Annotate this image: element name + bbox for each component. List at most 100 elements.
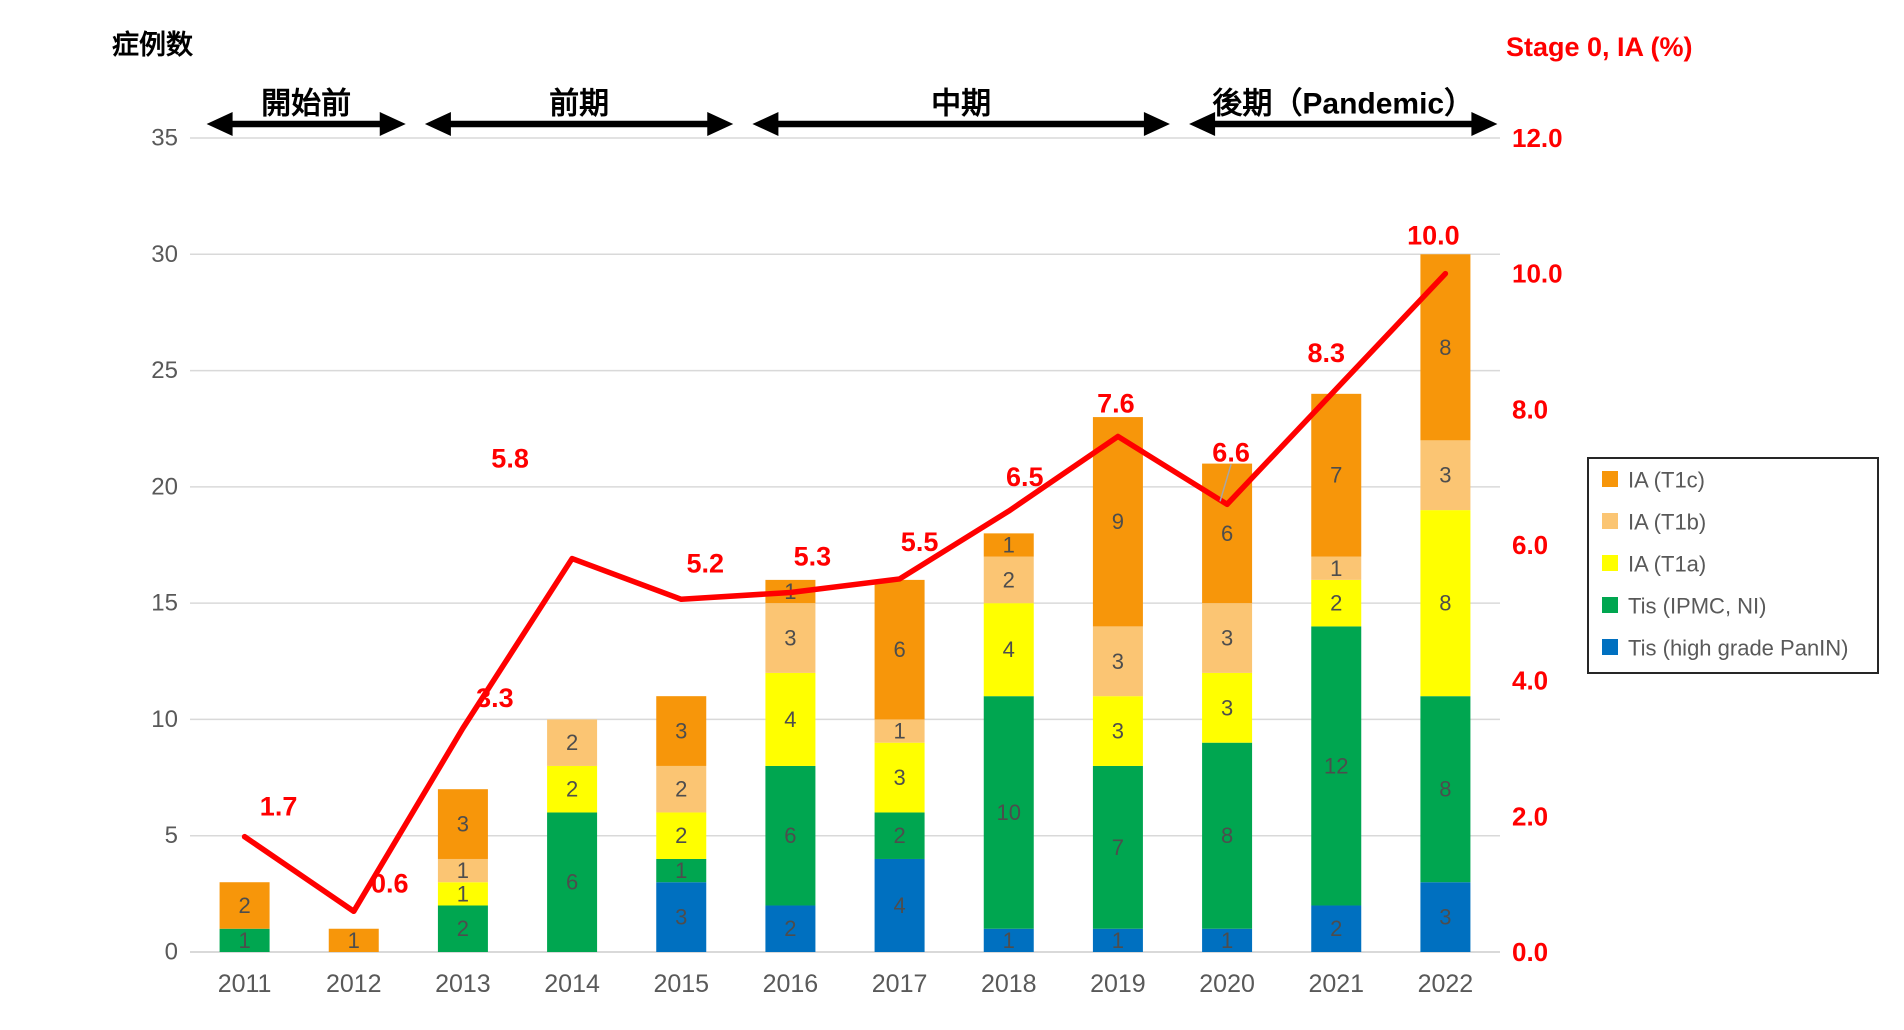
bar-segment — [656, 696, 707, 766]
line-value-label: 5.2 — [686, 548, 724, 578]
bar-segment-label: 1 — [675, 858, 687, 883]
period-arrow-head-right — [707, 112, 734, 136]
bar-segment-label: 1 — [457, 858, 469, 883]
bar-segment-label: 7 — [1112, 835, 1124, 860]
bar-segment — [983, 928, 1034, 952]
bar-segment — [219, 928, 270, 952]
bar-segment — [656, 858, 707, 883]
left-tick-label: 15 — [151, 590, 178, 617]
bar-segment — [1311, 626, 1362, 906]
bar-segment-label: 8 — [1439, 591, 1451, 616]
legend-swatch — [1602, 597, 1618, 613]
right-axis-title: Stage 0, IA (%) — [1506, 32, 1693, 62]
bar-segment — [765, 765, 816, 906]
bar-segment-label: 2 — [457, 916, 469, 941]
bar-segment — [765, 905, 816, 952]
bar-segment-label: 1 — [1003, 533, 1015, 558]
legend-swatch — [1602, 471, 1618, 487]
bar-segment-label: 1 — [893, 719, 905, 744]
label-leader-line — [1219, 464, 1232, 502]
bar-segment-label: 1 — [1330, 556, 1342, 581]
bar-segment-label: 2 — [675, 777, 687, 802]
bar-segment-label: 3 — [1221, 695, 1233, 720]
legend-swatch — [1602, 513, 1618, 529]
bar-segment-label: 2 — [566, 730, 578, 755]
bar-segment — [1311, 556, 1362, 580]
period-arrow-head-right — [1143, 112, 1170, 136]
x-category-label: 2011 — [218, 970, 272, 998]
bar-segment-label: 8 — [1439, 777, 1451, 802]
line-value-label: 10.0 — [1407, 221, 1460, 251]
line-value-label: 8.3 — [1307, 338, 1345, 368]
bar-segment — [1311, 393, 1362, 557]
right-tick-label: 4.0 — [1512, 666, 1548, 696]
chart-graphics: 0 5 10 15 20 25 30 35 0.0 2.0 4.0 6.0 8.0 10.0 12.0 開始前… — [151, 87, 1879, 998]
bar-segment — [874, 719, 925, 743]
bar-segment-label: 3 — [457, 812, 469, 837]
left-tick-label: 5 — [165, 822, 178, 849]
bar-segment-label: 6 — [893, 637, 905, 662]
bar-segment — [1420, 254, 1471, 441]
x-category-label: 2014 — [544, 970, 600, 998]
bar-segment — [437, 858, 488, 883]
trend-line — [241, 270, 1449, 915]
bar-segment — [437, 882, 488, 906]
bar-segment-label: 4 — [784, 707, 796, 732]
period-arrow-head-left — [424, 112, 451, 136]
bar-segment — [874, 812, 925, 859]
legend-label: Tis (high grade PanIN) — [1628, 636, 1849, 661]
bar-segment — [1092, 928, 1143, 952]
bar-segment-label: 8 — [1221, 823, 1233, 848]
bar-segment-label: 7 — [1330, 463, 1342, 488]
line-value-label: 5.8 — [491, 444, 529, 474]
period-label: 中期 — [931, 88, 991, 121]
bar-segment — [1092, 417, 1143, 627]
bar-segment — [765, 672, 816, 766]
period-arrow-head-right — [379, 112, 406, 136]
bar-segment — [1092, 765, 1143, 929]
left-tick-label: 0 — [165, 939, 178, 966]
x-category-label: 2012 — [326, 970, 382, 998]
bar-segment — [983, 603, 1034, 697]
period-arrow-head-right — [1471, 112, 1498, 136]
line-value-label: 5.3 — [794, 541, 832, 571]
bar-segment-label: 1 — [1112, 928, 1124, 953]
bar-segment — [1420, 882, 1471, 952]
right-tick-label: 8.0 — [1512, 394, 1548, 424]
left-tick-label: 35 — [151, 125, 178, 152]
bar-segment-label: 3 — [675, 905, 687, 930]
bar-segment — [328, 928, 379, 952]
bar-segment — [1092, 696, 1143, 766]
bar-segment-label: 4 — [893, 893, 905, 918]
bar-segment-label: 3 — [893, 765, 905, 790]
bar-segment — [874, 858, 925, 952]
right-tick-label: 12.0 — [1512, 123, 1563, 153]
legend-swatch — [1602, 555, 1618, 571]
bar-segment — [1202, 672, 1253, 743]
right-tick-label: 0.0 — [1512, 937, 1548, 967]
bar-segment-label: 2 — [566, 777, 578, 802]
bar-segment — [1092, 626, 1143, 697]
right-tick-label: 2.0 — [1512, 801, 1548, 831]
legend-label: IA (T1a) — [1628, 552, 1706, 577]
stacked-bar-line-chart: 症例数 Stage 0, IA (%) 0 5 10 15 20 25 30 35 0.0 2.0… — [40, 16, 1904, 1014]
x-category-label: 2018 — [981, 970, 1037, 998]
bar-segment — [1311, 579, 1362, 627]
bar-segment — [874, 579, 925, 720]
legend-label: IA (T1c) — [1628, 468, 1705, 493]
bar-segment-label: 9 — [1112, 509, 1124, 534]
legend-box — [1587, 457, 1879, 674]
bar-segment-label: 2 — [1330, 916, 1342, 941]
line-value-label: 0.6 — [371, 868, 409, 898]
period-arrow-head-left — [752, 112, 779, 136]
bar-segment-label: 1 — [1003, 928, 1015, 953]
bar-segment-label: 3 — [784, 626, 796, 651]
period-arrow-head-left — [206, 112, 233, 136]
x-category-label: 2015 — [653, 970, 709, 998]
bar-segment-label: 2 — [1330, 591, 1342, 616]
bar-segment-label: 1 — [348, 928, 360, 953]
left-tick-label: 25 — [151, 357, 178, 384]
bar-segment — [983, 696, 1034, 929]
bar-segment — [983, 533, 1034, 557]
bar-segment-label: 8 — [1439, 335, 1451, 360]
